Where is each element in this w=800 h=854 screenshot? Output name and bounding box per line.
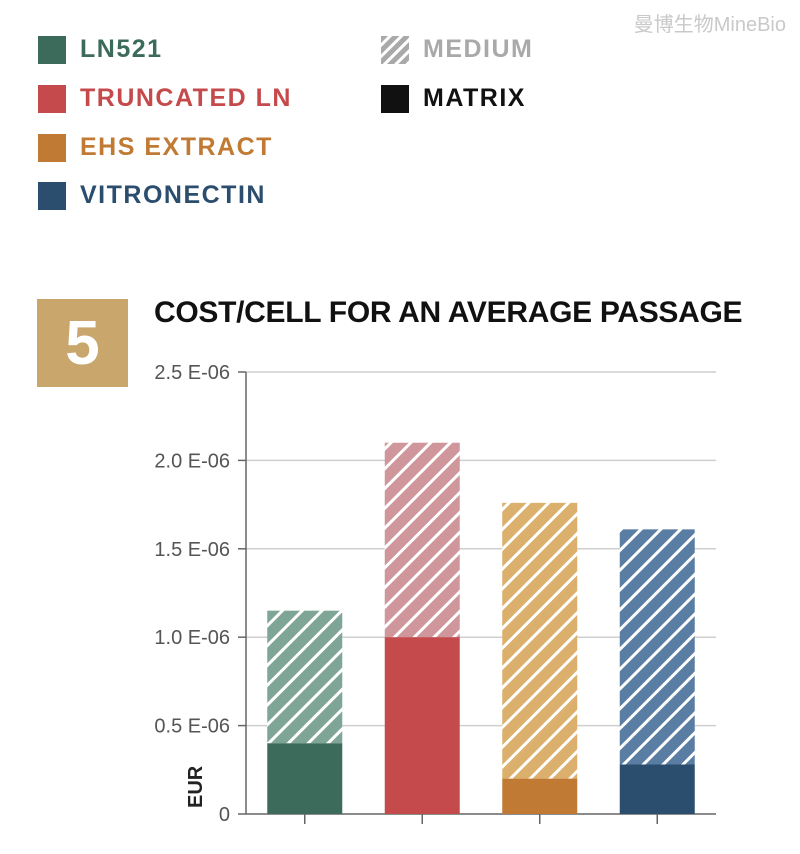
bar-medium-3: [619, 529, 695, 765]
legend-item-vitronectin: VITRONECTIN: [38, 181, 266, 210]
y-tick-label: 0: [219, 804, 230, 826]
y-tick-label: 1.5 E-06: [154, 539, 230, 561]
legend-item-truncated-ln: TRUNCATED LN: [38, 84, 292, 113]
legend-label-matrix: MATRIX: [423, 84, 526, 112]
y-tick-label: 2.0 E-06: [154, 450, 230, 472]
legend-label-medium: MEDIUM: [423, 35, 534, 63]
bar-medium-2: [502, 502, 578, 779]
legend-swatch-vitronectin: [38, 181, 66, 210]
legend-swatch-medium-hatched: [381, 35, 409, 64]
y-tick-label: 0.5 E-06: [154, 716, 230, 738]
legend-swatch-matrix: [381, 84, 409, 113]
figure-number-badge: 5: [37, 299, 128, 387]
legend-label-ln521: LN521: [80, 35, 163, 63]
y-tick-label: 1.0 E-06: [154, 627, 230, 649]
watermark: 曼博生物MineBio: [633, 14, 786, 36]
bar-matrix-3: [619, 764, 695, 814]
legend-swatch-ehs-extract: [38, 133, 66, 162]
bar-matrix-2: [502, 778, 578, 814]
legend-label-truncated-ln: TRUNCATED LN: [80, 84, 292, 112]
legend-item-matrix: MATRIX: [381, 84, 526, 113]
y-axis-label: EUR: [185, 765, 207, 808]
legend-item-medium: MEDIUM: [381, 35, 533, 64]
legend-label-vitronectin: VITRONECTIN: [80, 181, 266, 209]
legend-item-ehs-extract: EHS EXTRACT: [38, 133, 273, 162]
y-tick-label: 2.5 E-06: [154, 362, 230, 384]
bar-matrix-0: [267, 743, 343, 814]
legend-label-ehs-extract: EHS EXTRACT: [80, 133, 273, 161]
bar-matrix-1: [384, 637, 460, 814]
legend-item-ln521: LN521: [38, 35, 163, 64]
legend-swatch-ln521: [38, 35, 66, 64]
bar-medium-0: [267, 610, 343, 744]
chart-title: COST/CELL FOR AN AVERAGE PASSAGE: [154, 296, 743, 329]
legend-swatch-truncated-ln: [38, 84, 66, 113]
bar-medium-1: [384, 442, 460, 638]
